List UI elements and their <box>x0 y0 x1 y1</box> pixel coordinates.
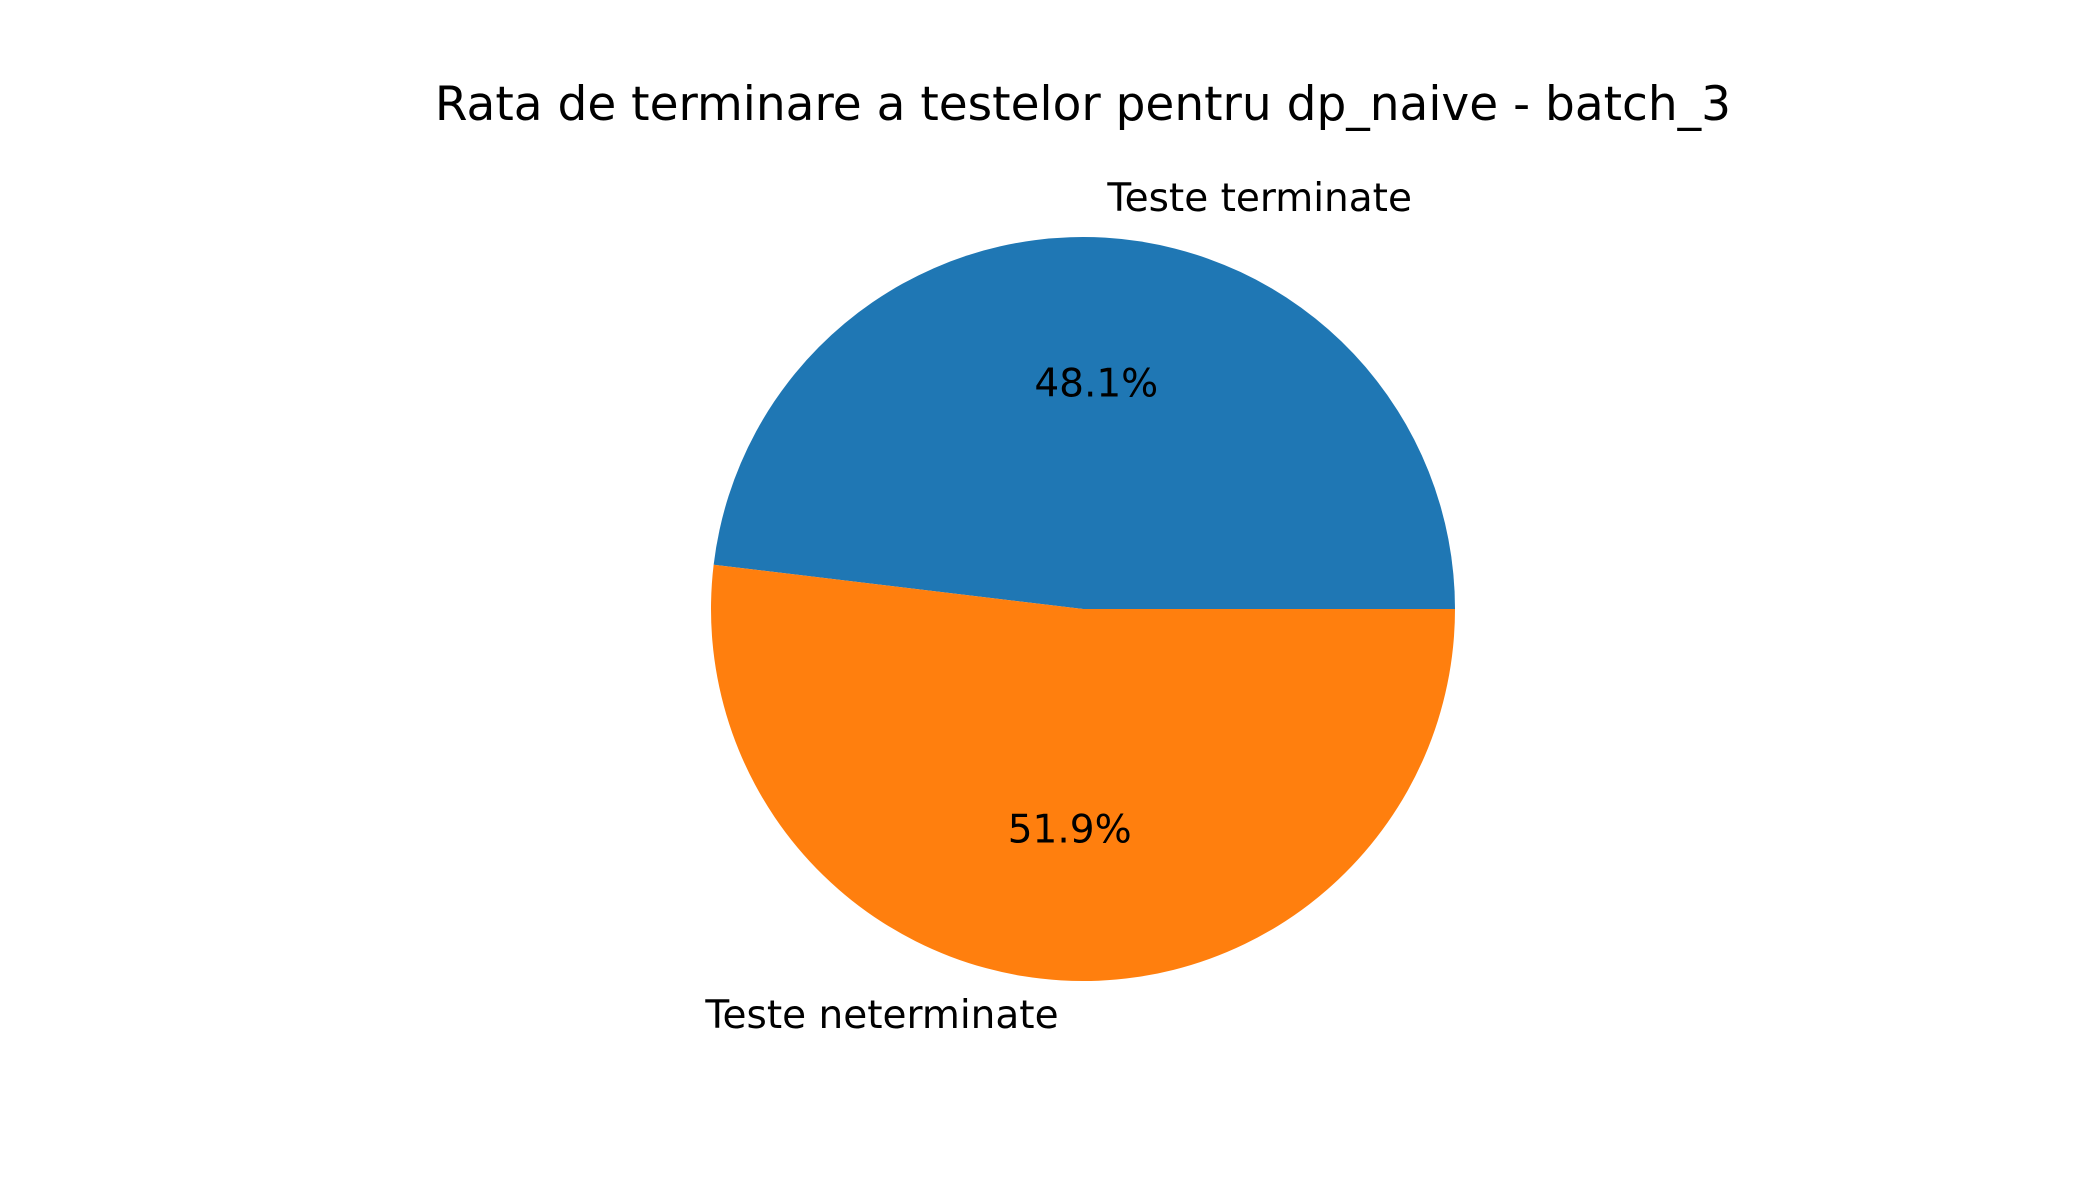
slice-label-1: Teste terminate <box>1106 176 1412 221</box>
slice-pct-label-1: 48.1% <box>1034 362 1158 407</box>
pie-labels: Teste terminate 48.1% Teste neterminate 51.… <box>704 176 1412 1038</box>
pie-slice-1 <box>713 237 1455 609</box>
pie-slice-2 <box>711 564 1455 982</box>
chart-title: Rata de terminare a testelor pentru dp_n… <box>435 77 1731 132</box>
slice-label-2: Teste neterminate <box>704 993 1058 1038</box>
slice-pct-label-2: 51.9% <box>1008 807 1132 852</box>
pie-slices <box>711 237 1455 982</box>
